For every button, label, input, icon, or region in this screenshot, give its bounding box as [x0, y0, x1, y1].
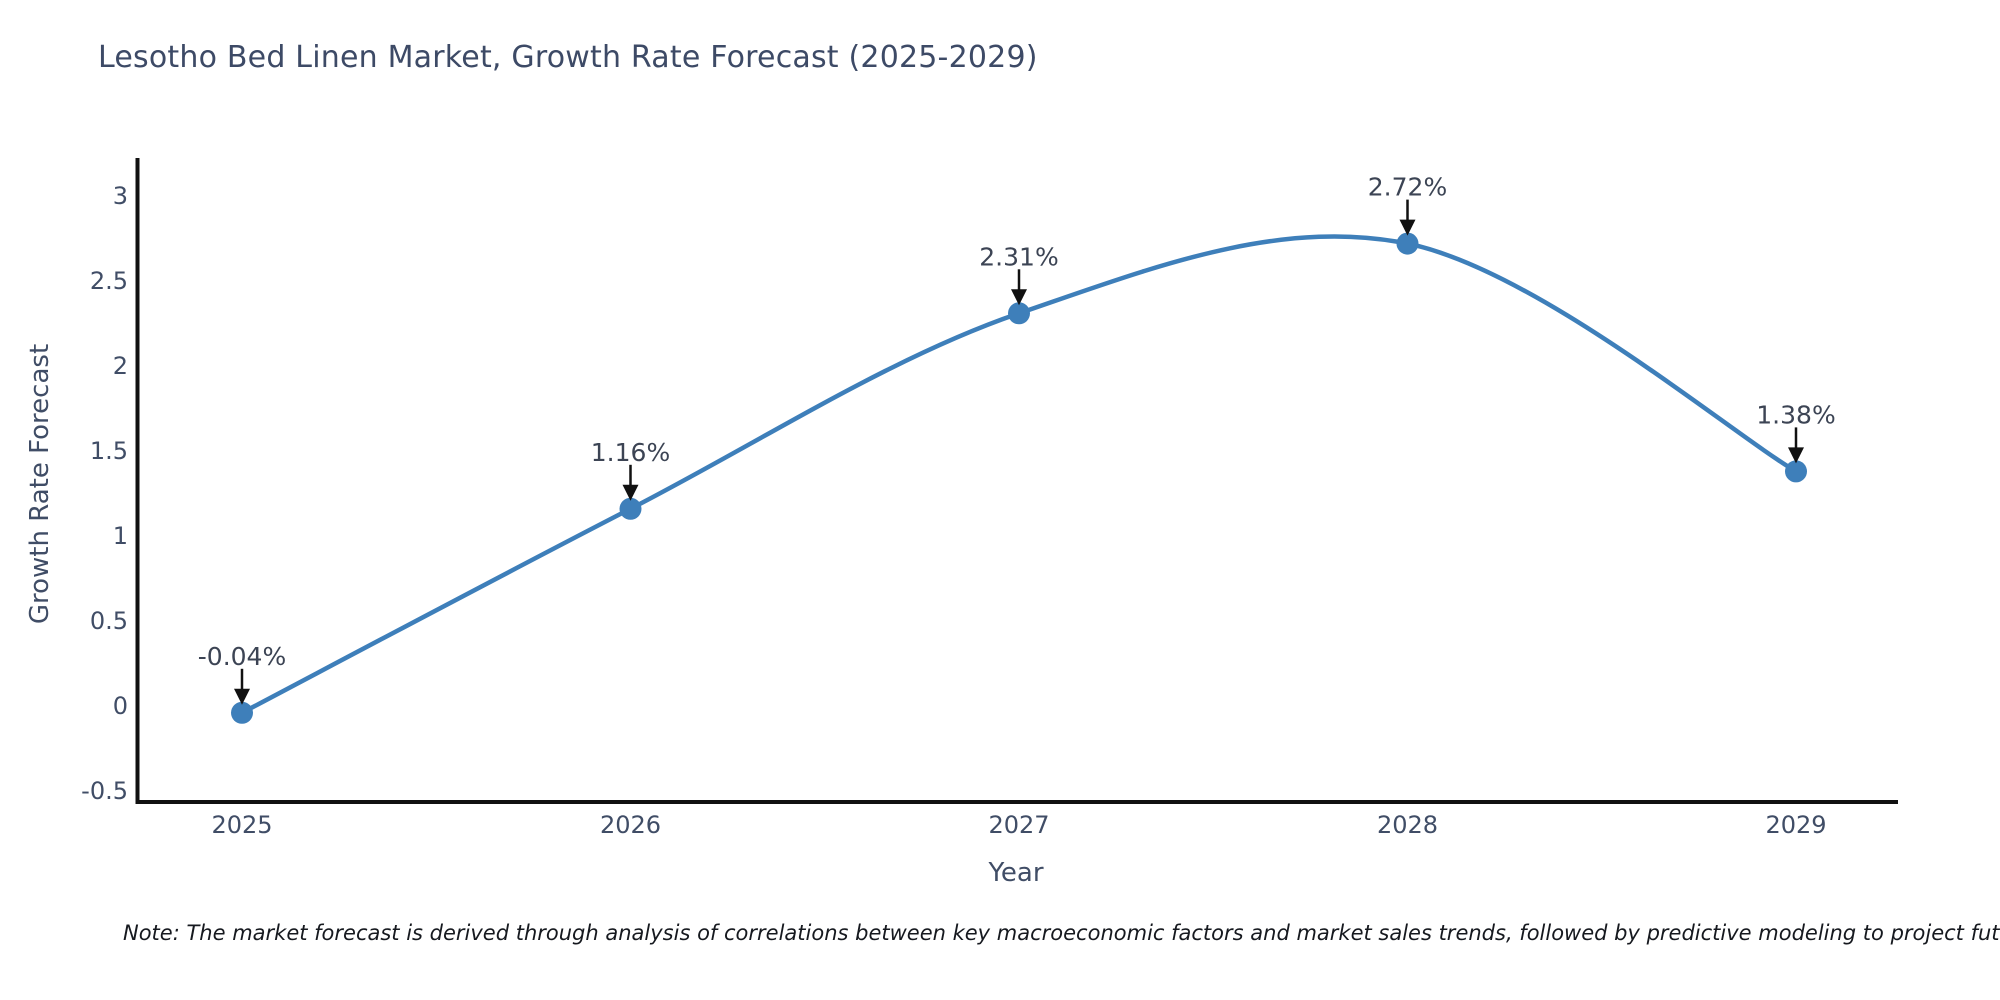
y-tick-label: 0 [113, 692, 128, 720]
annotation-arrow-head [1399, 219, 1416, 236]
y-tick-label: 1.5 [90, 437, 128, 465]
y-tick-label: 2 [113, 352, 128, 380]
y-tick-label: -0.5 [81, 777, 128, 805]
x-tick-label: 2029 [1765, 811, 1826, 839]
y-tick-label: 3 [113, 182, 128, 210]
annotation-arrow-head [234, 688, 250, 705]
annotation-arrow-head [1011, 289, 1027, 306]
annotation-label: 1.16% [591, 438, 670, 467]
y-tick-label: 2.5 [90, 267, 128, 295]
data-point-marker [1008, 302, 1030, 325]
x-tick-label: 2028 [1377, 811, 1438, 839]
x-tick-label: 2025 [211, 811, 272, 839]
data-point-marker [1785, 460, 1807, 483]
x-axis-title: Year [988, 858, 1044, 888]
y-tick-label: 1 [113, 522, 128, 550]
x-tick-label: 2026 [600, 811, 661, 839]
annotation-label: 1.38% [1756, 400, 1835, 429]
x-tick-label: 2027 [988, 811, 1049, 839]
chart-title: Lesotho Bed Linen Market, Growth Rate Fo… [98, 40, 1038, 75]
data-point-marker [231, 701, 253, 724]
annotation-arrow-head [1788, 447, 1804, 464]
footnote: Note: The market forecast is derived thr… [123, 921, 2000, 945]
annotation-label: 2.31% [979, 242, 1058, 271]
annotation-label: -0.04% [198, 642, 286, 671]
annotation-label: 2.72% [1368, 173, 1447, 202]
data-point-marker [619, 497, 642, 520]
data-point-marker [1396, 232, 1419, 255]
annotation-arrow-head [622, 484, 639, 501]
y-tick-label: 0.5 [90, 607, 128, 635]
